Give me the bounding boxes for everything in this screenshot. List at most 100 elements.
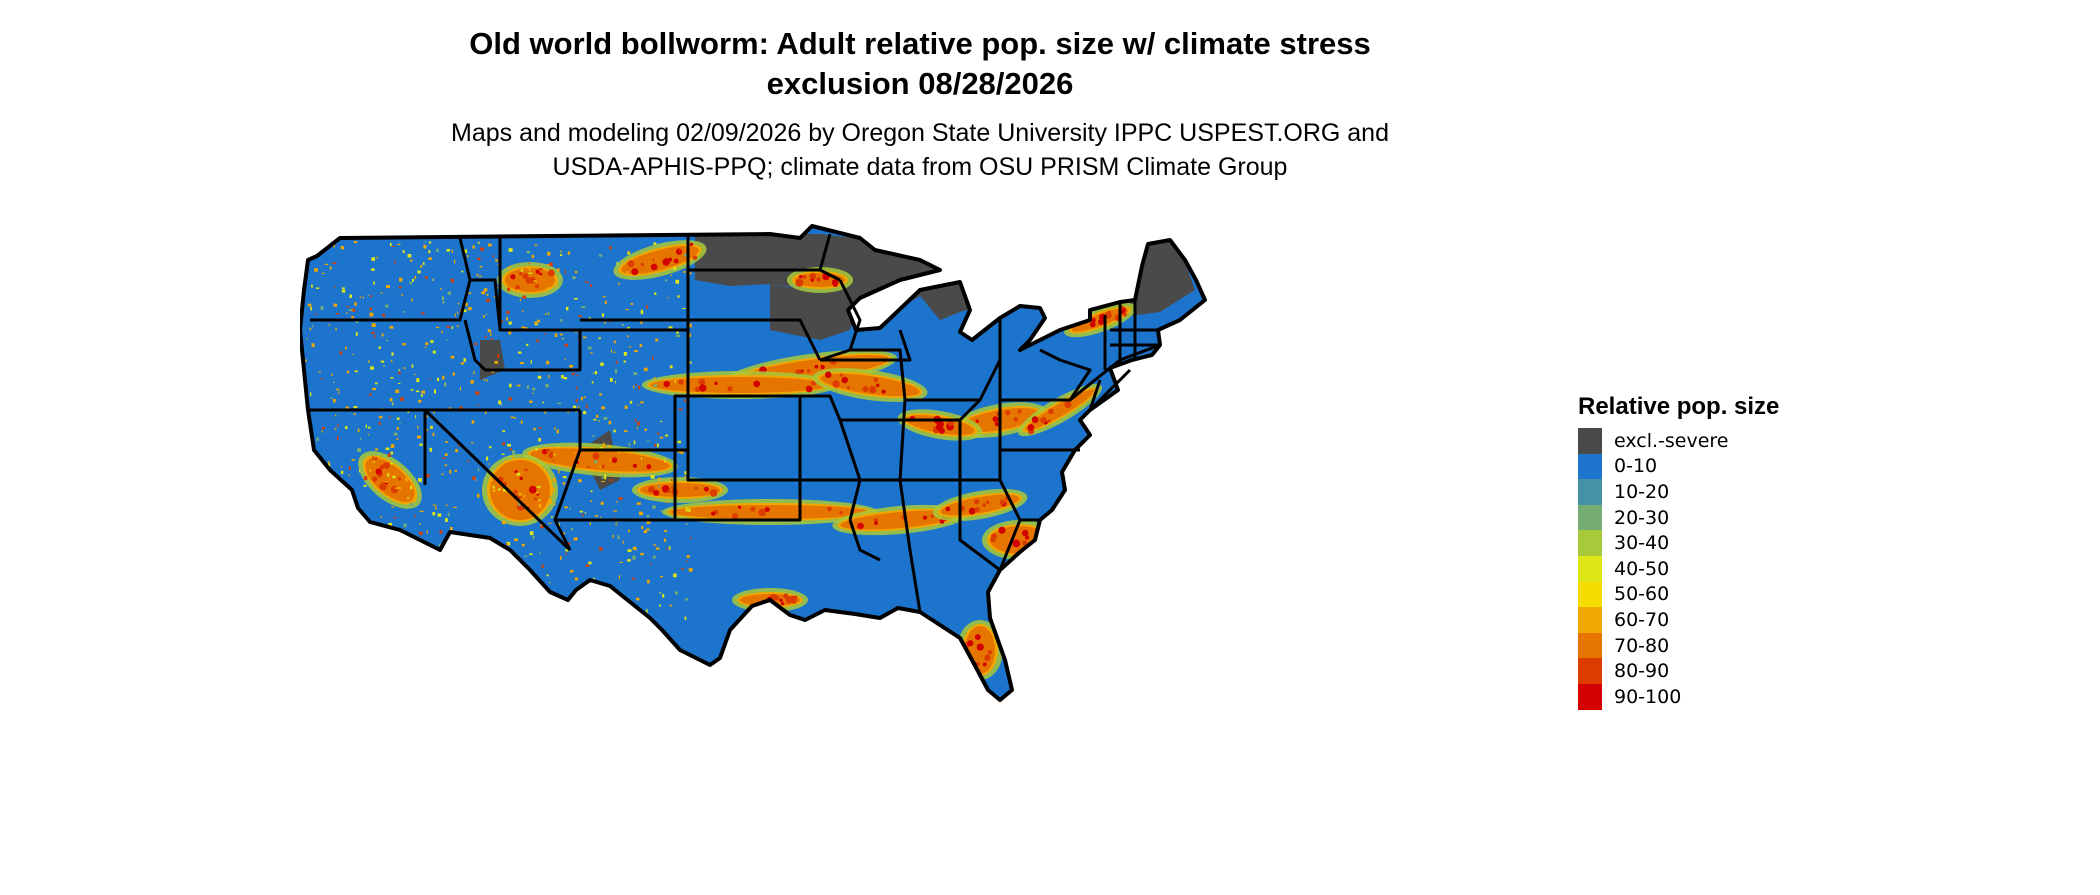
terrain-speckle — [682, 307, 686, 310]
terrain-speckle — [684, 471, 688, 475]
terrain-speckle — [618, 282, 620, 285]
terrain-speckle — [604, 608, 608, 612]
terrain-speckle — [372, 461, 376, 463]
terrain-speckle — [488, 463, 490, 465]
terrain-speckle — [439, 615, 442, 620]
terrain-speckle — [371, 323, 376, 327]
suitability-peak — [753, 380, 761, 388]
terrain-speckle — [592, 372, 595, 374]
legend-item: 80-90 — [1578, 658, 1838, 684]
terrain-speckle — [530, 360, 532, 364]
terrain-speckle — [641, 525, 644, 530]
suitability-peak — [781, 602, 785, 606]
terrain-speckle — [310, 306, 313, 311]
terrain-speckle — [396, 417, 400, 420]
terrain-speckle — [518, 503, 522, 506]
suitability-peak — [820, 364, 825, 370]
terrain-speckle — [560, 318, 563, 323]
terrain-speckle — [484, 411, 487, 414]
terrain-speckle — [405, 548, 410, 552]
suitability-peak — [709, 489, 718, 497]
terrain-speckle — [573, 537, 578, 541]
suitability-peak — [737, 505, 742, 510]
suitability-peak — [646, 464, 652, 470]
terrain-speckle — [435, 506, 437, 510]
terrain-speckle — [442, 296, 444, 300]
terrain-speckle — [357, 592, 360, 595]
suitability-peak — [991, 533, 996, 537]
suitability-peak — [974, 507, 980, 513]
terrain-speckle — [626, 269, 629, 271]
terrain-speckle — [415, 415, 417, 419]
terrain-speckle — [370, 366, 374, 370]
terrain-speckle — [684, 616, 687, 620]
terrain-speckle — [407, 497, 409, 499]
terrain-speckle — [685, 598, 688, 601]
terrain-speckle — [321, 426, 325, 430]
terrain-speckle — [650, 563, 652, 565]
terrain-speckle — [601, 480, 605, 483]
map-subtitle-line-1: Maps and modeling 02/09/2026 by Oregon S… — [451, 119, 1389, 147]
legend-swatch — [1578, 428, 1602, 454]
suitability-peak — [662, 258, 670, 266]
suitability-peak — [987, 650, 993, 655]
terrain-speckle — [583, 336, 587, 339]
terrain-speckle — [322, 492, 326, 496]
terrain-speckle — [301, 264, 303, 269]
terrain-speckle — [640, 457, 642, 460]
terrain-speckle — [560, 556, 562, 560]
terrain-speckle — [474, 342, 477, 346]
suitability-peak — [1012, 539, 1021, 548]
terrain-speckle — [593, 419, 597, 421]
terrain-speckle — [636, 426, 638, 429]
terrain-speckle — [385, 285, 390, 289]
terrain-speckle — [410, 259, 413, 262]
terrain-speckle — [354, 302, 357, 306]
terrain-speckle — [516, 384, 521, 387]
terrain-speckle — [538, 275, 542, 277]
map-area — [298, 220, 1560, 890]
terrain-speckle — [595, 414, 599, 418]
suitability-peak — [832, 380, 840, 388]
terrain-speckle — [576, 591, 579, 595]
suitability-peak — [992, 416, 999, 422]
terrain-speckle — [572, 405, 577, 409]
terrain-speckle — [476, 273, 479, 277]
terrain-speckle — [599, 447, 603, 449]
terrain-speckle — [468, 599, 472, 602]
terrain-speckle — [477, 241, 480, 244]
terrain-speckle — [467, 254, 469, 258]
terrain-speckle — [513, 417, 517, 419]
terrain-speckle — [465, 302, 468, 307]
terrain-speckle — [474, 568, 477, 570]
terrain-speckle — [382, 313, 385, 317]
terrain-speckle — [650, 475, 655, 479]
legend-label: 0-10 — [1614, 455, 1658, 478]
terrain-speckle — [373, 335, 376, 338]
terrain-speckle — [368, 570, 372, 575]
terrain-speckle — [312, 560, 316, 563]
terrain-speckle — [341, 465, 343, 468]
terrain-speckle — [556, 429, 559, 434]
terrain-speckle — [357, 448, 361, 452]
terrain-speckle — [609, 479, 613, 481]
terrain-speckle — [553, 453, 556, 456]
terrain-speckle — [390, 377, 394, 379]
suitability-peak — [379, 482, 387, 491]
terrain-speckle — [481, 291, 486, 295]
terrain-speckle — [388, 522, 393, 527]
suitability-peak — [764, 507, 770, 513]
terrain-speckle — [503, 460, 506, 463]
terrain-speckle — [557, 402, 562, 405]
suitability-high — [670, 505, 870, 519]
suitability-peak — [881, 389, 886, 394]
terrain-speckle — [575, 399, 578, 403]
suitability-peak — [809, 272, 817, 280]
terrain-speckle — [414, 275, 417, 280]
terrain-speckle — [598, 420, 600, 422]
terrain-speckle — [574, 270, 578, 274]
terrain-speckle — [428, 257, 433, 260]
terrain-speckle — [573, 452, 576, 455]
terrain-speckle — [397, 487, 402, 490]
terrain-speckle — [602, 296, 606, 298]
